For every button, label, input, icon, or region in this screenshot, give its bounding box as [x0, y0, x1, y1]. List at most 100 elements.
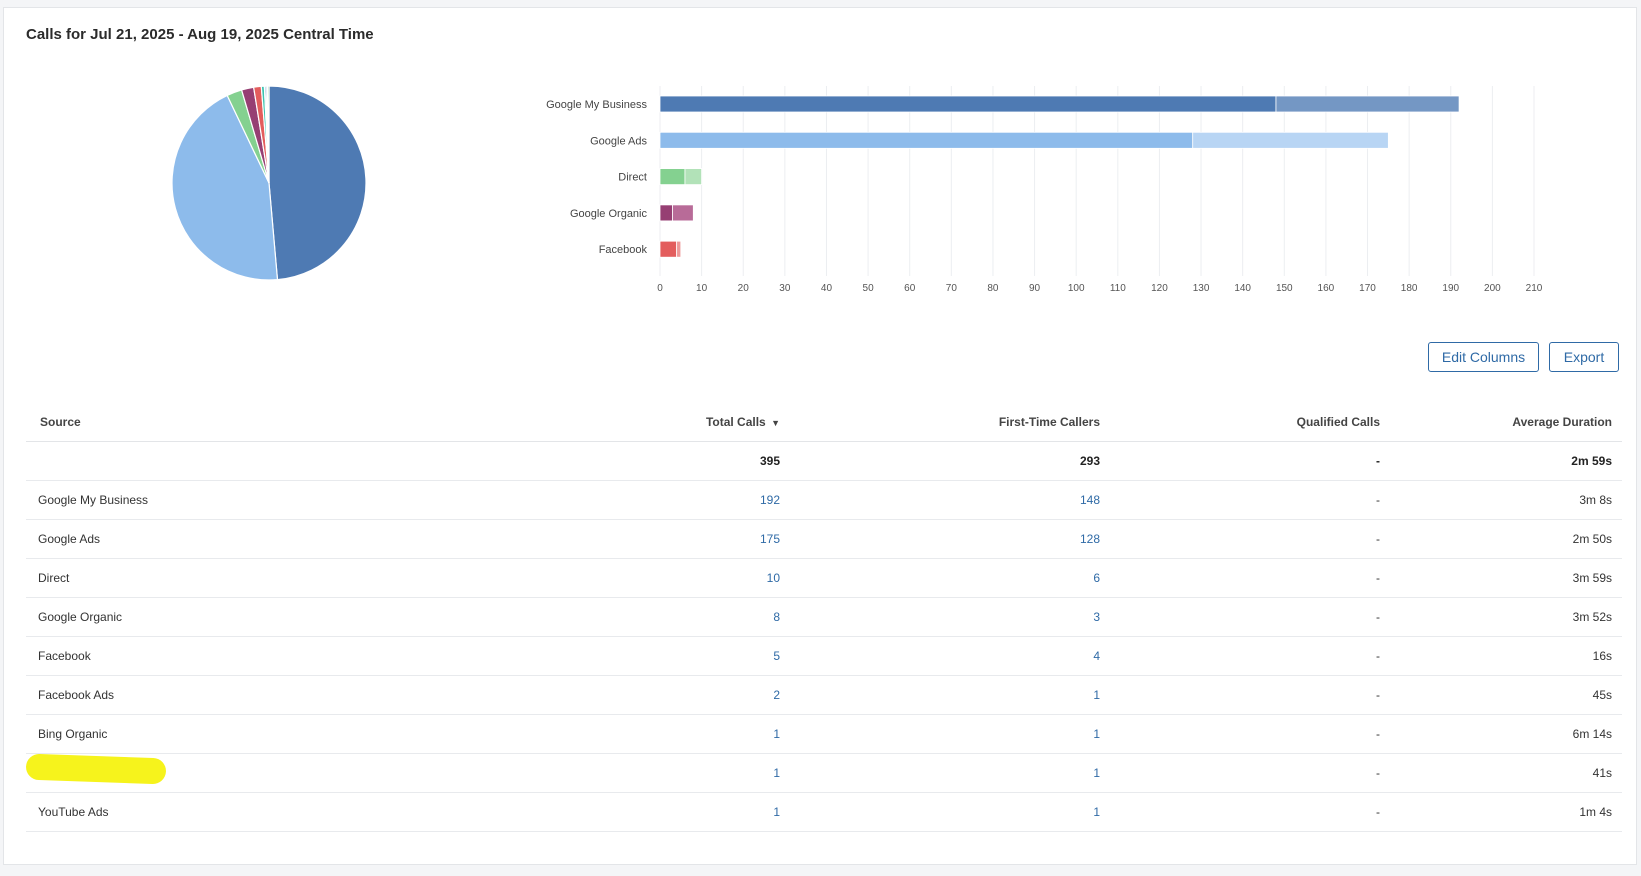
x-tick-label: 30 — [779, 283, 791, 294]
table-row: Google My Business 192 148-3m 8s — [26, 480, 1622, 520]
row-average-duration: 45s — [1390, 675, 1622, 715]
bar-category-label: Google My Business — [546, 99, 647, 111]
row-first-time-callers[interactable]: 1 — [790, 675, 1110, 715]
total-average-duration: 2m 59s — [1390, 441, 1622, 481]
row-total-calls[interactable]: 1 — [470, 753, 790, 793]
row-first-time-callers[interactable]: 1 — [790, 792, 1110, 832]
table-row: Google Ads 175 128-2m 50s — [26, 519, 1622, 559]
calls-report-card: Calls for Jul 21, 2025 - Aug 19, 2025 Ce… — [3, 7, 1637, 865]
row-total-calls[interactable]: 175 — [470, 519, 790, 559]
bar-segment[interactable] — [1275, 95, 1460, 113]
calls-pie-chart — [171, 85, 367, 281]
total-total-calls: 395 — [470, 441, 790, 481]
pie-slice[interactable] — [266, 85, 270, 184]
x-tick-label: 90 — [1029, 283, 1041, 294]
row-total-calls[interactable]: 2 — [470, 675, 790, 715]
table-row: 1 1-41s — [26, 753, 1622, 793]
row-first-time-callers[interactable]: 4 — [790, 636, 1110, 676]
export-button[interactable]: Export — [1549, 342, 1619, 372]
x-tick-label: 70 — [946, 283, 958, 294]
row-first-time-callers[interactable]: 148 — [790, 480, 1110, 520]
row-total-calls[interactable]: 8 — [470, 597, 790, 637]
row-average-duration: 16s — [1390, 636, 1622, 676]
x-tick-label: 40 — [821, 283, 833, 294]
row-source: Direct — [26, 558, 470, 598]
header-total-calls-label: Total Calls — [705, 414, 766, 429]
row-qualified-calls: - — [1110, 480, 1390, 520]
row-qualified-calls: - — [1110, 558, 1390, 598]
row-average-duration: 3m 59s — [1390, 558, 1622, 598]
header-qualified-calls[interactable]: Qualified Calls — [1110, 402, 1390, 442]
row-total-calls[interactable]: 5 — [470, 636, 790, 676]
bar-segment[interactable] — [676, 240, 682, 258]
bar-segment[interactable] — [672, 204, 694, 222]
pie-slice[interactable] — [268, 85, 367, 281]
row-qualified-calls: - — [1110, 714, 1390, 754]
total-row: 395 293 - 2m 59s — [26, 441, 1622, 481]
header-total-calls[interactable]: Total Calls ▼ — [470, 402, 790, 442]
table-row: Facebook 5 4-16s — [26, 636, 1622, 676]
x-tick-label: 20 — [738, 283, 750, 294]
row-qualified-calls: - — [1110, 675, 1390, 715]
row-first-time-callers[interactable]: 1 — [790, 753, 1110, 793]
header-source[interactable]: Source — [26, 402, 470, 442]
row-source: Google Organic — [26, 597, 470, 637]
row-first-time-callers[interactable]: 6 — [790, 558, 1110, 598]
row-source: Google Ads — [26, 519, 470, 559]
row-qualified-calls: - — [1110, 636, 1390, 676]
row-qualified-calls: - — [1110, 597, 1390, 637]
redaction-highlight — [25, 753, 167, 785]
row-average-duration: 41s — [1390, 753, 1622, 793]
row-average-duration: 3m 8s — [1390, 480, 1622, 520]
row-first-time-callers[interactable]: 1 — [790, 714, 1110, 754]
x-tick-label: 120 — [1151, 283, 1168, 294]
x-tick-label: 60 — [904, 283, 916, 294]
x-tick-label: 160 — [1318, 283, 1335, 294]
x-tick-label: 210 — [1526, 283, 1543, 294]
bar-segment[interactable] — [659, 240, 678, 258]
row-source: YouTube Ads — [26, 792, 470, 832]
bar-segment[interactable] — [659, 131, 1194, 149]
bar-segment[interactable] — [659, 95, 1277, 113]
row-first-time-callers[interactable]: 3 — [790, 597, 1110, 637]
row-total-calls[interactable]: 1 — [470, 714, 790, 754]
bar-segment[interactable] — [659, 204, 673, 222]
row-total-calls[interactable]: 10 — [470, 558, 790, 598]
total-first-time-callers: 293 — [790, 441, 1110, 481]
header-average-duration[interactable]: Average Duration — [1390, 402, 1622, 442]
x-tick-label: 100 — [1068, 283, 1085, 294]
x-tick-label: 10 — [696, 283, 708, 294]
table-row: Bing Organic 1 1-6m 14s — [26, 714, 1622, 754]
total-source — [26, 441, 470, 481]
x-tick-label: 140 — [1234, 283, 1251, 294]
row-source: Facebook Ads — [26, 675, 470, 715]
header-first-time-callers[interactable]: First-Time Callers — [790, 402, 1110, 442]
bar-category-label: Google Ads — [590, 135, 647, 147]
row-qualified-calls: - — [1110, 753, 1390, 793]
x-tick-label: 50 — [863, 283, 875, 294]
table-row: Direct 10 6-3m 59s — [26, 558, 1622, 598]
row-average-duration: 2m 50s — [1390, 519, 1622, 559]
x-tick-label: 0 — [657, 283, 663, 294]
bar-segment[interactable] — [659, 168, 686, 185]
x-tick-label: 150 — [1276, 283, 1293, 294]
bar-segment[interactable] — [1192, 131, 1389, 149]
table-body: 395 293 - 2m 59s Google My Business 192 14… — [26, 441, 1622, 832]
table-row: YouTube Ads 1 1-1m 4s — [26, 792, 1622, 832]
row-total-calls[interactable]: 1 — [470, 792, 790, 832]
bar-segment[interactable] — [684, 168, 703, 185]
x-tick-label: 200 — [1484, 283, 1501, 294]
x-tick-label: 80 — [987, 283, 999, 294]
edit-columns-button[interactable]: Edit Columns — [1428, 342, 1539, 372]
row-source: Google My Business — [26, 480, 470, 520]
calls-bar-chart: 0 10 20 30 40 50 60 70 80 90 100 110 120 130 140 150 160… — [546, 86, 1543, 294]
row-source: Bing Organic — [26, 714, 470, 754]
report-title: Calls for Jul 21, 2025 - Aug 19, 2025 Ce… — [26, 26, 374, 43]
table-row: Facebook Ads 2 1-45s — [26, 675, 1622, 715]
table-row: Google Organic 8 3-3m 52s — [26, 597, 1622, 637]
row-total-calls[interactable]: 192 — [470, 480, 790, 520]
pie-slice[interactable] — [171, 94, 279, 281]
row-average-duration: 3m 52s — [1390, 597, 1622, 637]
bar-category-label: Facebook — [599, 244, 648, 256]
row-first-time-callers[interactable]: 128 — [790, 519, 1110, 559]
